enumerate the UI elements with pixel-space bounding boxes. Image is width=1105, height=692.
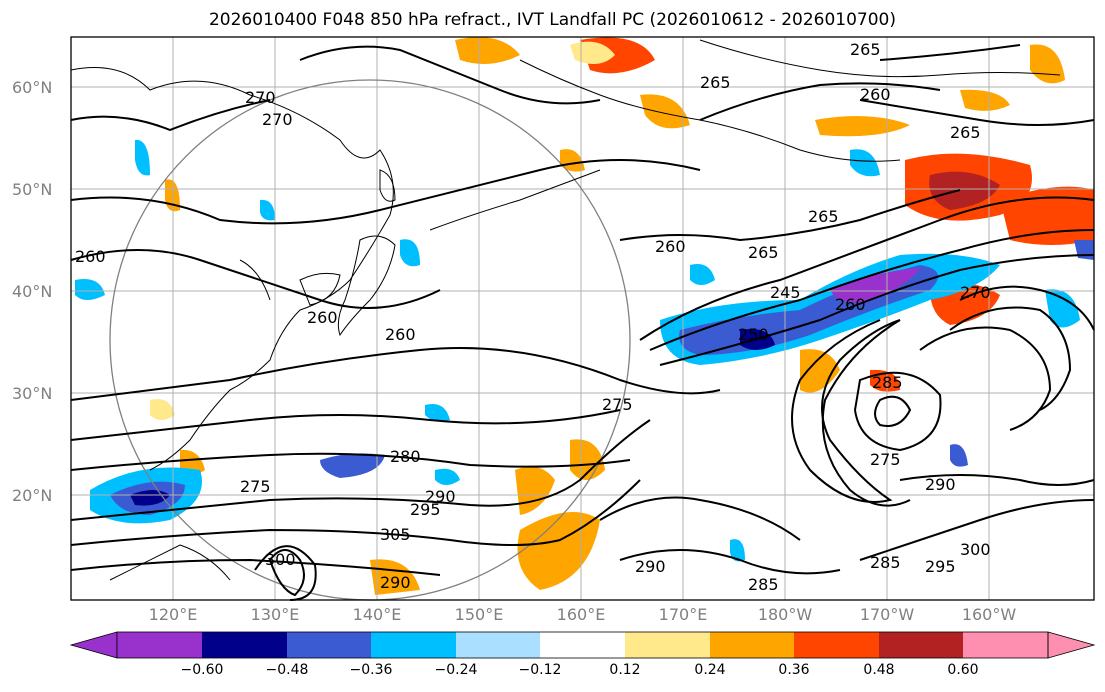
graticule: [71, 37, 1094, 600]
contour-label: 270: [245, 88, 276, 107]
lat-label: 30°N: [12, 384, 53, 403]
contour-label: 295: [410, 500, 441, 519]
colorbar-segment: [456, 632, 540, 658]
lon-label: 160°W: [961, 605, 1017, 624]
colorbar-tick-label: 0.48: [863, 662, 895, 678]
contour-label: 275: [240, 477, 271, 496]
colorbar-tick-label: −0.36: [349, 662, 393, 678]
colorbar-segment: [963, 632, 1048, 658]
contour-label: 260: [835, 295, 866, 314]
contour-label: 270: [262, 110, 293, 129]
contour-label: 290: [925, 475, 956, 494]
chart-title: 2026010400 F048 850 hPa refract., IVT La…: [208, 10, 896, 30]
contour-label: 285: [872, 373, 903, 392]
contour-label: 270: [960, 283, 991, 302]
lon-label: 140°E: [352, 605, 402, 624]
colorbar-segment: [540, 632, 625, 658]
lon-label: 170°W: [859, 605, 915, 624]
contour-label: 290: [635, 557, 666, 576]
contour-label: 285: [748, 575, 779, 594]
map-frame: [70, 36, 1095, 601]
lat-label: 60°N: [12, 78, 53, 97]
contour-label: 285: [870, 553, 901, 572]
contour-label: 245: [770, 283, 801, 302]
lon-label: 150°E: [454, 605, 504, 624]
contour-label: 290: [380, 573, 411, 592]
contour-label: 260: [75, 247, 106, 266]
lon-label: 130°E: [250, 605, 300, 624]
colorbar-segment: [879, 632, 963, 658]
lon-label: 170°E: [658, 605, 708, 624]
map-panel: 270 270 265 265 260 265 265 260 260 260 …: [70, 36, 1095, 601]
contour-label: 300: [960, 540, 991, 559]
colorbar-tick-label: 0.60: [947, 662, 979, 678]
colorbar-segment: [625, 632, 710, 658]
contour-label: 295: [925, 557, 956, 576]
colorbar-min-extend: [69, 631, 118, 659]
colorbar-tick-label: −0.48: [265, 662, 309, 678]
contour-label: 265: [748, 243, 779, 262]
colorbar-segment: [794, 632, 879, 658]
colorbar-tick-label: −0.60: [180, 662, 224, 678]
lat-label: 50°N: [12, 180, 53, 199]
contour-label: 260: [307, 308, 338, 327]
contour-label: 250: [738, 325, 769, 344]
colorbar-segment: [287, 632, 371, 658]
colorbar-tick-label: 0.24: [694, 662, 726, 678]
coastlines: [70, 39, 1061, 581]
contour-label: 300: [265, 550, 296, 569]
colorbar-tick-label: −0.12: [518, 662, 562, 678]
colorbar-segment: [202, 632, 287, 658]
contour-label: 260: [385, 325, 416, 344]
contour-labels: 270 270 265 265 260 265 265 260 260 260 …: [75, 40, 991, 594]
refractivity-contours: [70, 44, 1095, 601]
contour-label: 275: [870, 450, 901, 469]
contour-label: 265: [850, 40, 881, 59]
colorbar-tick-label: −0.24: [434, 662, 478, 678]
colorbar-segment: [371, 632, 456, 658]
colorbar-segment: [117, 632, 202, 658]
negative-anomaly-shading: [75, 139, 1094, 562]
contour-label: 260: [860, 85, 891, 104]
lon-label: 120°E: [148, 605, 198, 624]
contour-label: 280: [390, 447, 421, 466]
contour-label: 265: [700, 73, 731, 92]
lon-label: 160°E: [556, 605, 606, 624]
lon-label: 180°W: [757, 605, 813, 624]
lat-label: 40°N: [12, 282, 53, 301]
colorbar: [69, 631, 1096, 659]
colorbar-max-extend: [1047, 631, 1096, 659]
contour-label: 260: [655, 237, 686, 256]
contour-label: 290: [425, 487, 456, 506]
contour-label: 265: [950, 123, 981, 142]
contour-label: 305: [380, 525, 411, 544]
colorbar-tick-label: 0.36: [778, 662, 810, 678]
contour-label: 275: [602, 395, 633, 414]
lat-label: 20°N: [12, 486, 53, 505]
colorbar-tick-label: 0.12: [609, 662, 641, 678]
contour-label: 265: [808, 207, 839, 226]
colorbar-segment: [710, 632, 794, 658]
